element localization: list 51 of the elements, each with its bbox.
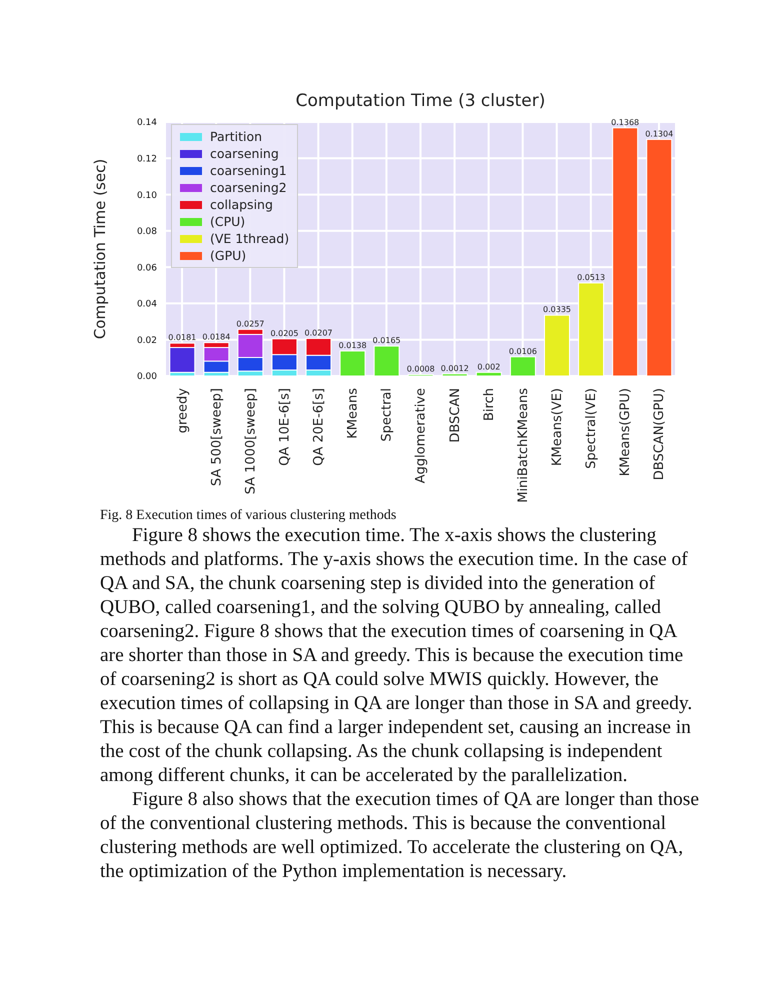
x-tick-label: DBSCAN(GPU) (652, 388, 668, 480)
legend-label: (CPU) (210, 214, 246, 229)
caption: Figure 8 also shows that the execution times of QA are longer than those of the conventional clustering methods. This is because the conventional clustering methods are well optimized. To accelerate the clustering on QA, the optimization of the Python implementation is necessary. (100, 788, 700, 884)
total-label: 0.0181 (168, 333, 196, 342)
x-tick-label: QA 10E-6[s] (277, 388, 292, 466)
total-label: 0.1368 (611, 118, 640, 127)
legend-label: (VE 1thread) (210, 231, 290, 246)
x-tick-label: DBSCAN (448, 388, 463, 443)
total-label: 0.0335 (543, 305, 572, 314)
total-label: 0.1304 (645, 129, 674, 138)
x-tick-label: KMeans(GPU) (618, 388, 634, 476)
y-tick-label: 0.00 (136, 372, 158, 382)
total-label: 0.0184 (202, 332, 230, 342)
y-tick-label: 0.02 (136, 336, 157, 346)
legend-label: coarsening (210, 146, 279, 161)
y-tick-label: 0.04 (136, 300, 158, 310)
x-tick-label: Spectral(VE) (584, 388, 600, 469)
chart-title: Computation Time (3 cluster) (296, 91, 546, 111)
x-tick-label: MiniBatchKMeans (516, 388, 531, 503)
legend-label: coarsening1 (210, 163, 287, 178)
legend-label: collapsing (210, 197, 273, 212)
total-label: 0.0012 (440, 364, 469, 373)
caption: Fig. 8 Execution times of various clustering methods (100, 508, 398, 524)
text: Figure 8 shows the execution time. The x-axis shows the clustering methods and platforms. The y-axis shows the execution time. In the case of QA and SA, the chunk coarsening step is divided into the generation of QUBO, called coarsening1, and the solving QUBO by annealing, called coarsening2. Figure 8 shows that the execution times of coarsening in QA are shorter than those in SA and greedy. This is because the execution time of coarsening2 is short as QA could solve MWIS quickly. However, the execution times of collapsing in QA are longer than those in SA and greedy. This is because QA can find a larger independent set, causing an increase in the cost of the chunk collapsing. As the chunk collapsing is independent among different chunks, it can be accelerated by the parallelization. (100, 525, 692, 786)
y-tick-label: 0.14 (136, 118, 158, 128)
total-label: 0.0513 (577, 272, 606, 282)
total-label: 0.0165 (372, 336, 401, 346)
x-tick-label: greedy (175, 388, 190, 434)
total-label: 0.0106 (508, 346, 537, 356)
y-tick-label: 0.06 (136, 263, 158, 274)
x-tick-label: Spectral (380, 388, 395, 442)
x-tick-label: SA 500[sweep] (209, 388, 224, 486)
total-label: 0.0138 (338, 340, 367, 350)
x-tick-label: SA 1000[sweep] (243, 388, 258, 494)
x-tick-label: QA 20E-6[s] (312, 388, 327, 466)
y-axis-title: Computation Time (sec) (91, 158, 109, 340)
total-label: 0.0205 (270, 328, 298, 338)
total-label: 0.0207 (304, 328, 333, 338)
x-tick-label: Birch (482, 388, 497, 421)
total-label: 0.0257 (236, 319, 264, 328)
y-tick-label: 0.08 (136, 227, 158, 238)
total-label: 0.0008 (406, 364, 435, 374)
y-tick-label: 0.10 (136, 190, 158, 201)
y-tick-label: 0.12 (136, 154, 157, 164)
total-label: 0.002 (477, 362, 500, 372)
x-tick-label: Agglomerative (414, 388, 429, 484)
x-tick-label: KMeans (346, 388, 361, 439)
legend-label: (GPU) (210, 248, 246, 263)
legend-label: Partition (210, 129, 262, 144)
x-tick-label: KMeans(VE) (550, 388, 565, 466)
legend-label: coarsening2 (210, 180, 287, 195)
